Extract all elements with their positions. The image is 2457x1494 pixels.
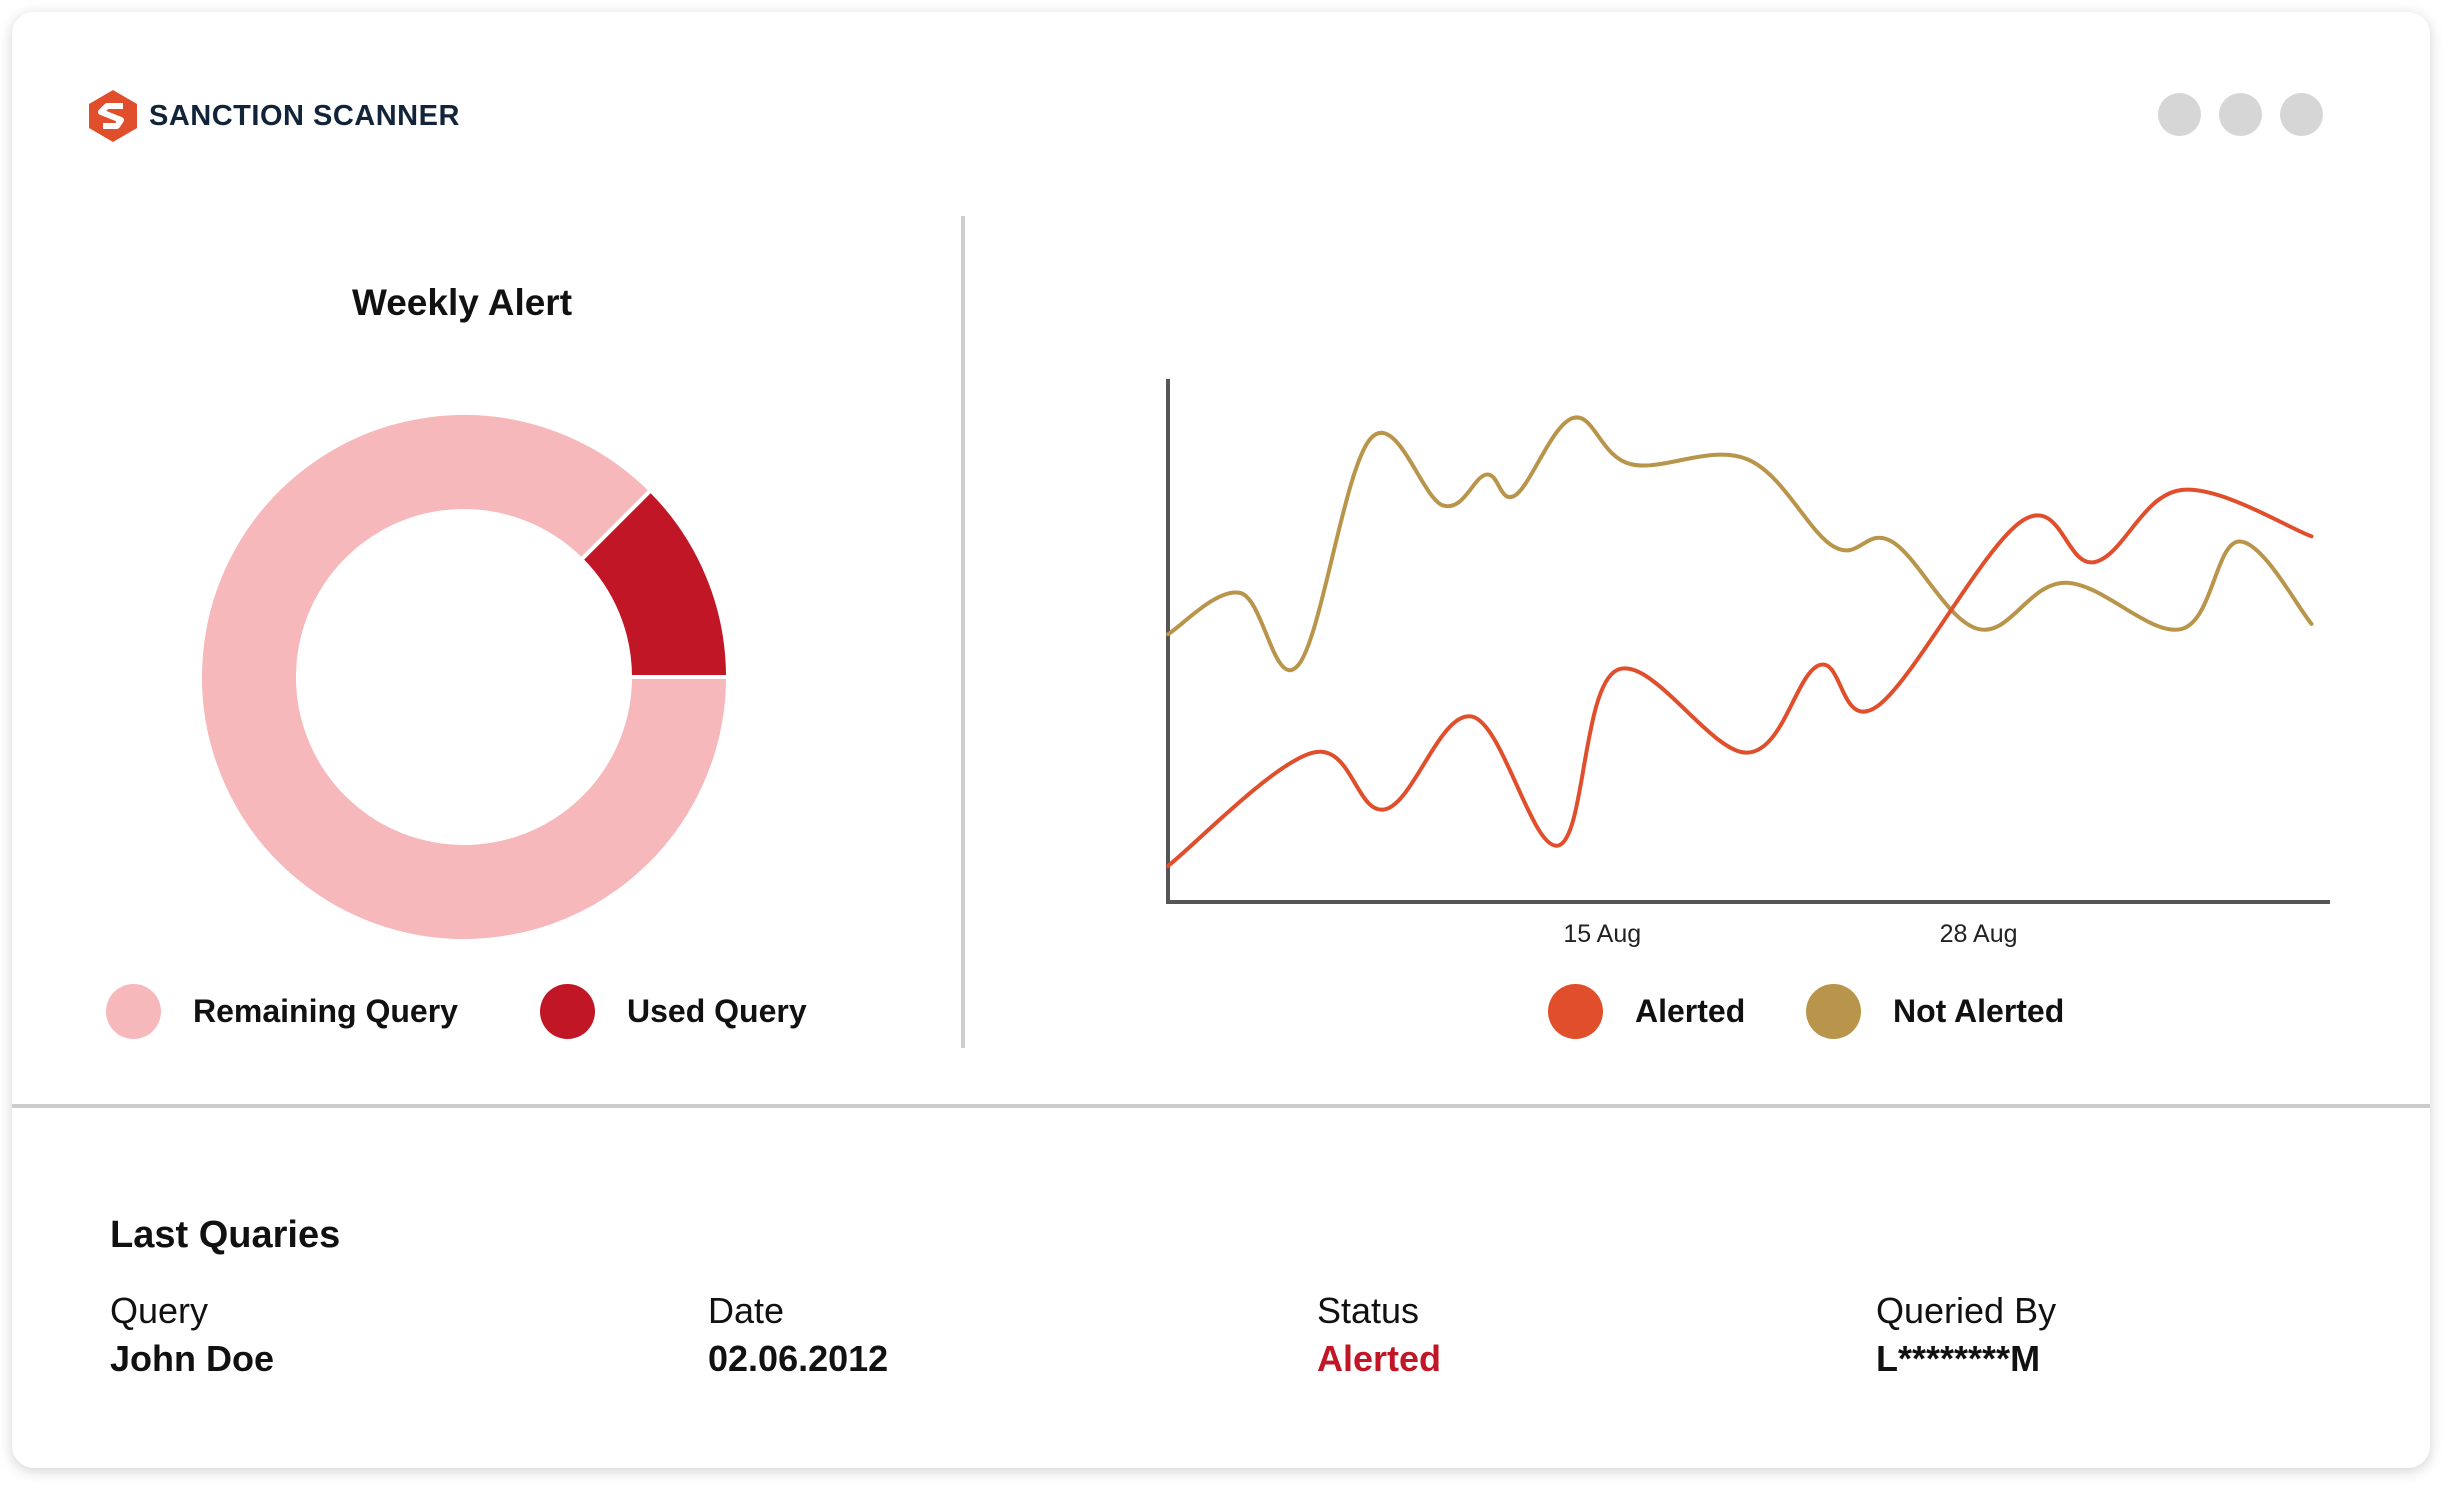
date-value: 02.06.2012	[708, 1338, 889, 1379]
x-tick-label: 15 Aug	[1563, 920, 1641, 948]
legend-label: Alerted	[1635, 993, 1746, 1029]
query-column: Query John Doe	[110, 1287, 274, 1383]
donut-chart-title: Weekly Alert	[351, 282, 573, 323]
status-value: Alerted	[1317, 1338, 1442, 1379]
sanction-scanner-logo-icon	[89, 90, 137, 142]
legend-swatch	[1806, 984, 1861, 1039]
x-tick-label: 28 Aug	[1940, 920, 2018, 948]
legend-swatch	[1548, 984, 1603, 1039]
window-dot[interactable]	[2280, 93, 2323, 136]
legend-swatch	[540, 984, 595, 1039]
brand-name: SANCTION SCANNER	[149, 99, 460, 132]
legend-label: Remaining Query	[193, 993, 458, 1029]
column-header: Date	[708, 1290, 785, 1331]
column-header: Status	[1317, 1290, 1420, 1331]
legend-item-alerted: Alerted	[1548, 984, 1745, 1039]
weekly-alert-donut-chart	[198, 411, 731, 943]
window-dot[interactable]	[2158, 93, 2201, 136]
legend-label: Not Alerted	[1893, 993, 2065, 1029]
panel-divider	[961, 216, 965, 1048]
date-column: Date 02.06.2012	[708, 1287, 888, 1383]
section-divider	[12, 1104, 2430, 1108]
window-dot[interactable]	[2219, 93, 2262, 136]
donut-slice-remaining-query[interactable]	[198, 411, 731, 943]
legend-item-used-query: Used Query	[540, 984, 807, 1039]
legend-label: Used Query	[627, 993, 807, 1029]
query-value[interactable]: John Doe	[110, 1338, 275, 1379]
window-controls	[2158, 93, 2323, 136]
series-line-not-alerted[interactable]	[1166, 415, 2314, 673]
column-header: Query	[110, 1290, 209, 1331]
queried-by-value: L********M	[1876, 1338, 2041, 1379]
legend-swatch	[106, 984, 161, 1039]
last-queries-title: Last Quaries	[110, 1214, 341, 1256]
legend-item-remaining-query: Remaining Query	[106, 984, 458, 1039]
status-column: Status Alerted	[1317, 1287, 1441, 1383]
brand-logo[interactable]: SANCTION SCANNER	[87, 88, 460, 144]
dashboard-card: SANCTION SCANNER Weekly Alert Remaining …	[12, 12, 2430, 1468]
series-line-alerted[interactable]	[1166, 487, 2314, 868]
donut-slice-used-query[interactable]	[578, 487, 731, 679]
alert-trend-line-chart: 15 Aug 28 Aug	[1166, 379, 2330, 948]
column-header: Queried By	[1876, 1290, 2057, 1331]
queried-by-column: Queried By L********M	[1876, 1287, 2056, 1383]
legend-item-not-alerted: Not Alerted	[1806, 984, 2064, 1039]
